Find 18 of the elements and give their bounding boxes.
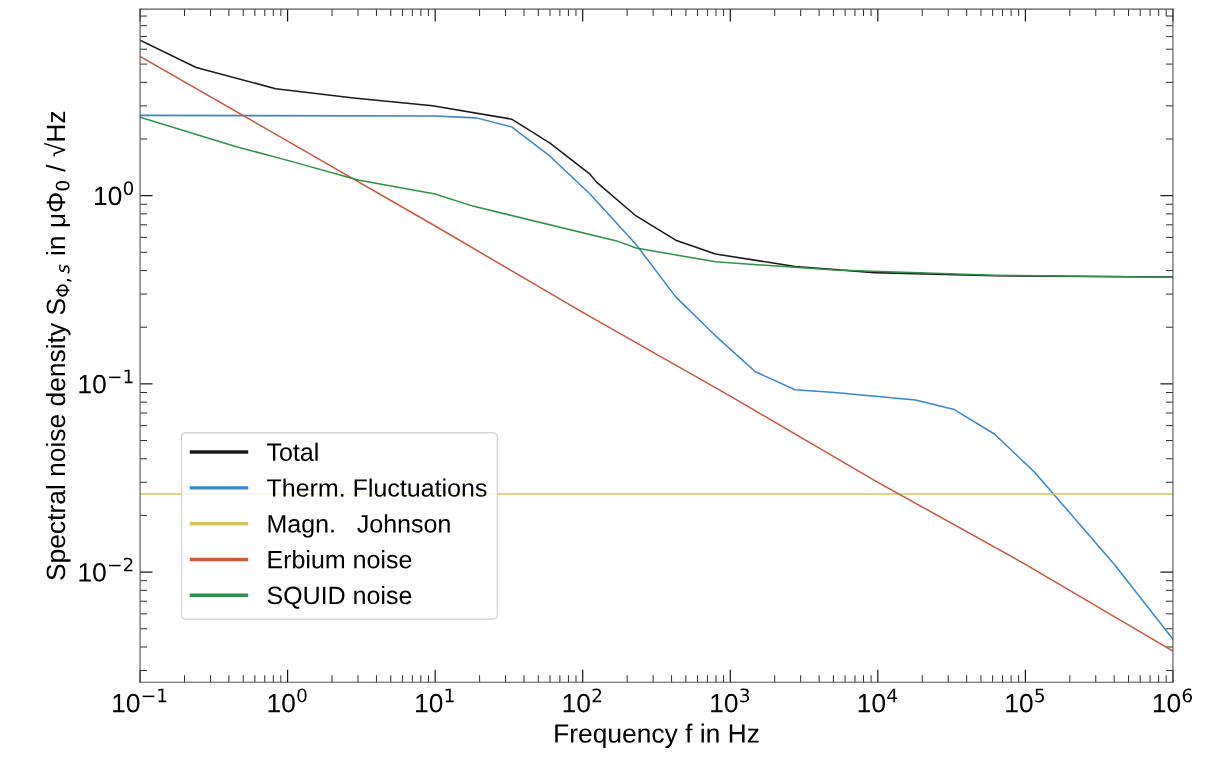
x-tick-label: 10$^{1}$ <box>416 688 454 713</box>
x-tick-label: 10$^{5}$ <box>1006 688 1045 713</box>
legend-label: Magn. Johnson <box>268 514 450 538</box>
x-tick-label: 10$^{0}$ <box>268 688 307 713</box>
legend-label: Total <box>267 442 318 462</box>
x-tick-label: 10$^{3}$ <box>711 688 750 713</box>
legend-label: Therm. Fluctuations <box>267 478 487 497</box>
x-tick-label: 10$^{−1}$ <box>113 688 167 713</box>
x-axis-title: Frequency f in Hz <box>555 723 759 749</box>
x-tick-label: 10$^{4}$ <box>858 688 898 713</box>
x-tick-label: 10$^{2}$ <box>563 688 602 713</box>
y-tick-label: 10$^{−1}$ <box>79 369 133 394</box>
legend-label: SQUID noise <box>267 585 412 609</box>
legend-label: Erbium noise <box>268 550 412 569</box>
x-tick-label: 10$^{6}$ <box>1153 688 1193 713</box>
y-axis-title: Spectral noise density S$_{Φ,s}$ in μΦ$_{0}$ / √Hz <box>44 111 72 580</box>
y-tick-label: 10$^{−2}$ <box>79 557 133 582</box>
y-tick-label: 10$^{0}$ <box>95 181 134 206</box>
